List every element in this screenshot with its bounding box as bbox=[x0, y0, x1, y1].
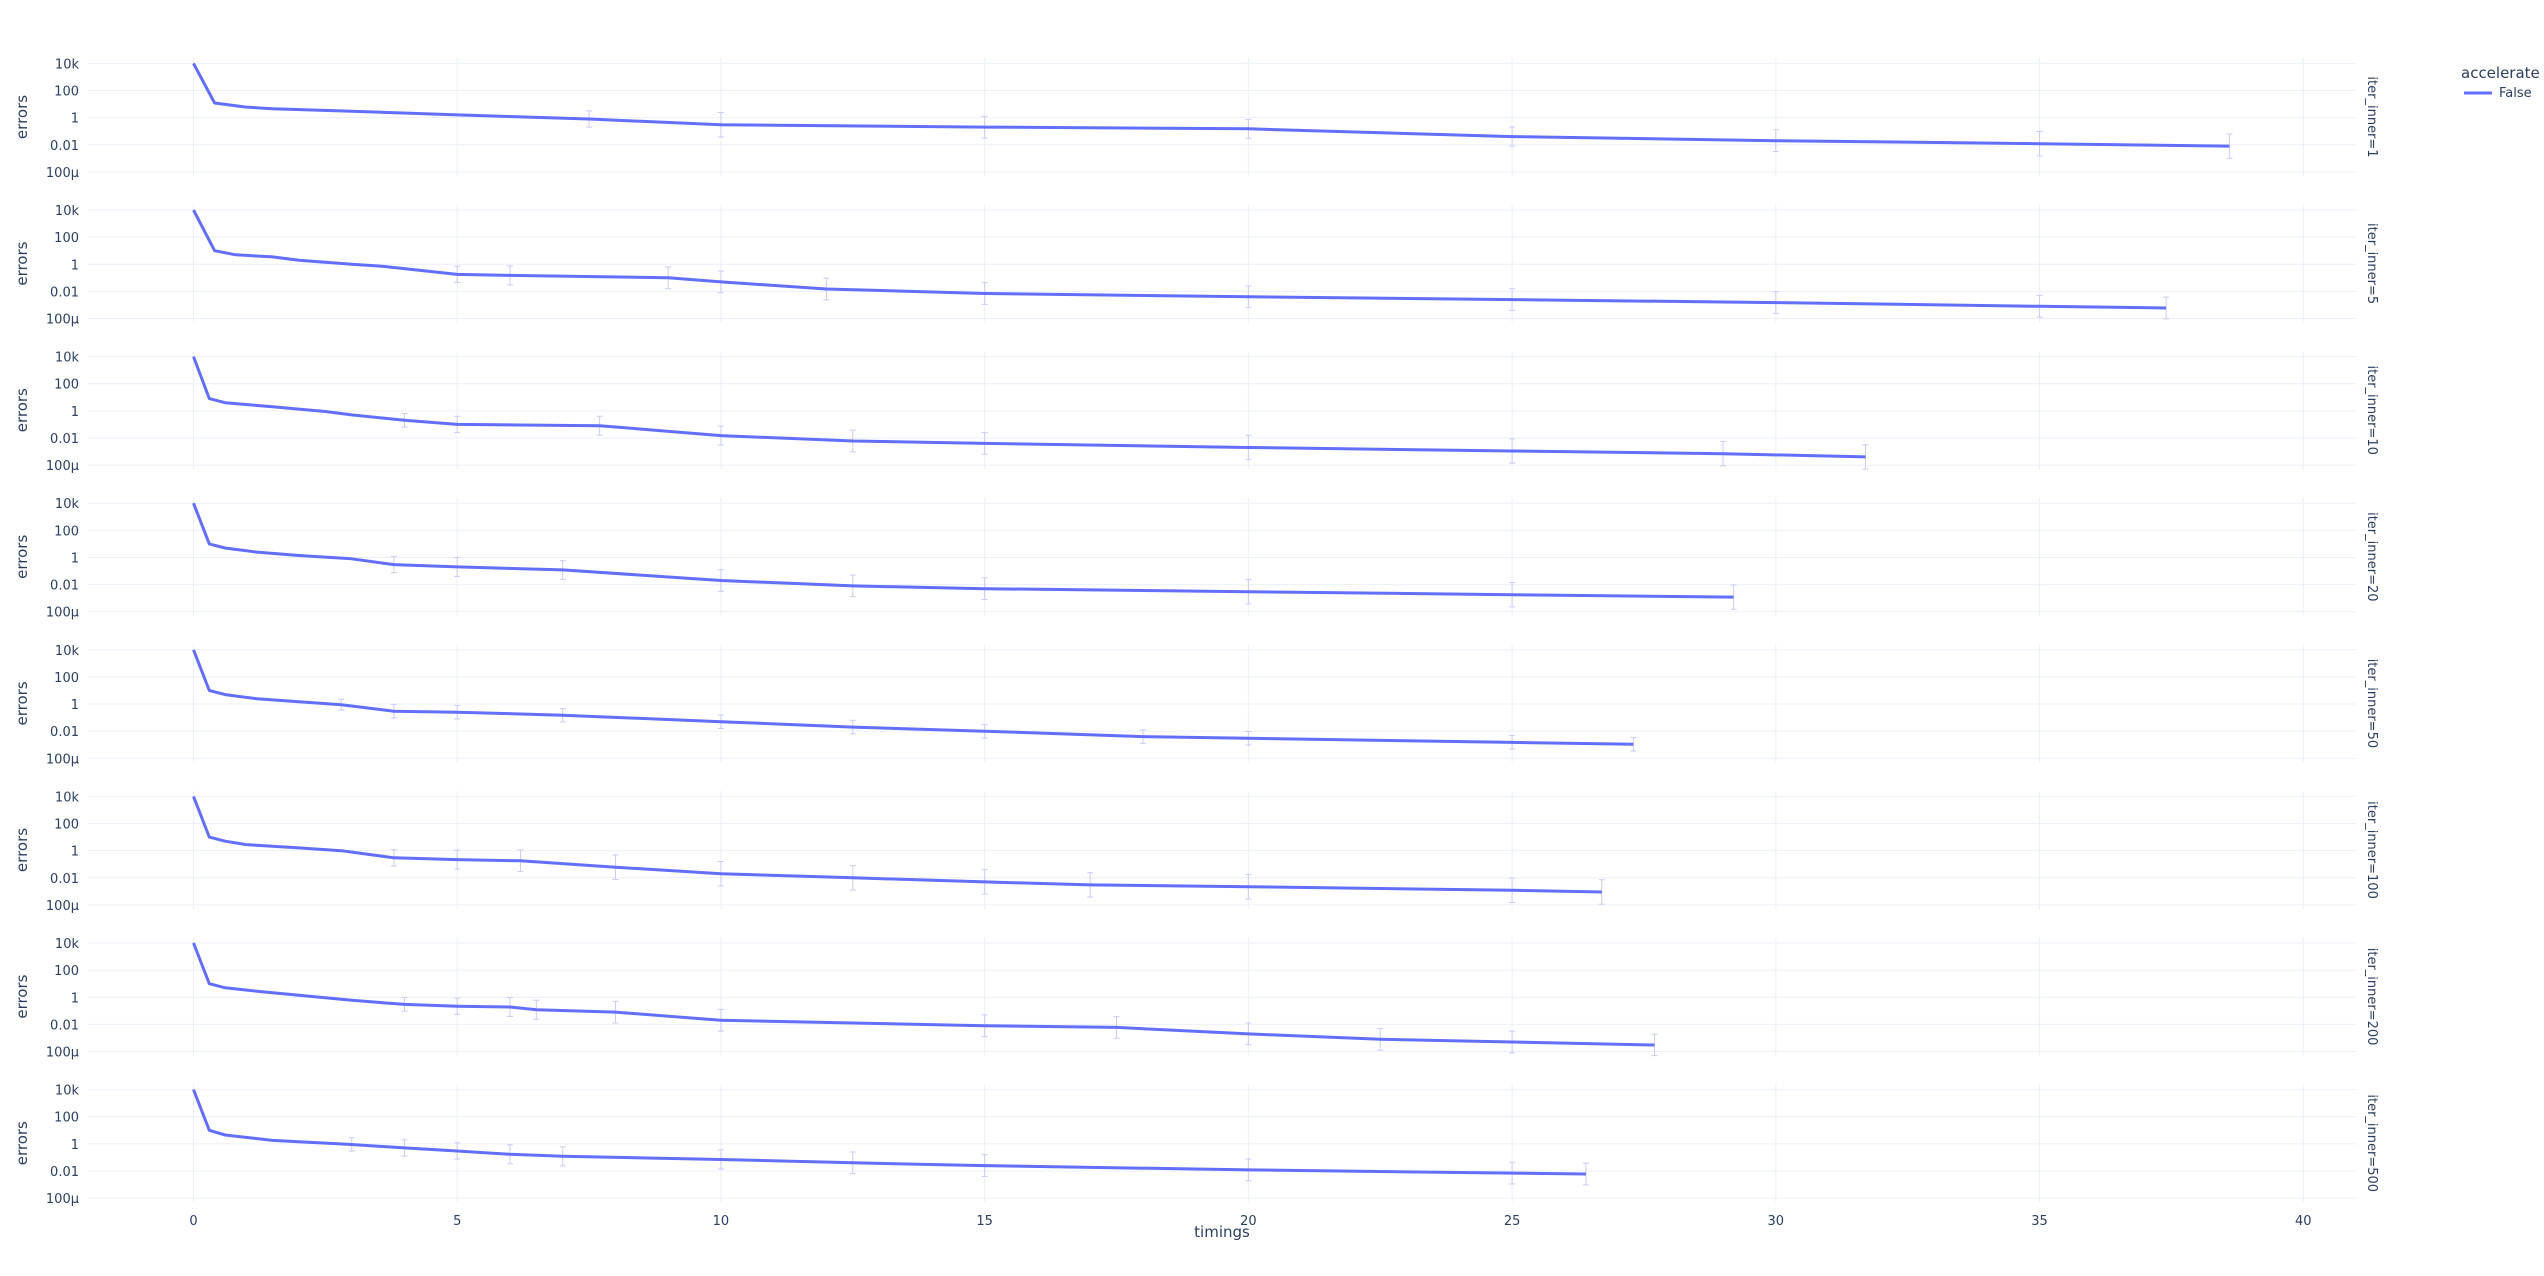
facet-label: iter_inner=10 bbox=[2364, 365, 2379, 454]
y-tick-label: 100 bbox=[54, 231, 79, 246]
series-false bbox=[192, 62, 2233, 159]
facet-panel: 10k 100 1 0.01 100μ errors iter_inner=1 bbox=[13, 57, 2379, 181]
facet-panel: 10k 100 1 0.01 100μ errors iter_inner=50 bbox=[13, 644, 2379, 768]
series-line bbox=[192, 942, 1655, 1047]
series-false bbox=[192, 209, 2170, 320]
y-tick-label: 0.01 bbox=[50, 432, 79, 447]
facet-label: iter_inner=1 bbox=[2364, 76, 2379, 157]
series-line bbox=[192, 649, 1634, 746]
y-axis-title: errors bbox=[13, 1121, 31, 1165]
facet-label: iter_inner=500 bbox=[2364, 1094, 2379, 1192]
y-tick-label: 100μ bbox=[46, 459, 79, 474]
facet-label: iter_inner=5 bbox=[2364, 223, 2379, 304]
y-tick-label: 10k bbox=[55, 497, 80, 512]
y-tick-label: 0.01 bbox=[50, 285, 79, 300]
y-tick-label: 100μ bbox=[46, 166, 79, 181]
facet-label: iter_inner=20 bbox=[2364, 512, 2379, 601]
y-tick-label: 1 bbox=[71, 1138, 79, 1153]
x-axis: 0 5 10 15 20 25 30 35 40 bbox=[189, 1214, 2311, 1229]
x-tick-label: 35 bbox=[2031, 1214, 2048, 1229]
series-line bbox=[192, 209, 2167, 310]
facet-panel: 10k 100 1 0.01 100μ errors iter_inner=500 bbox=[13, 1084, 2379, 1208]
series-false bbox=[192, 1089, 1589, 1186]
series-false bbox=[192, 502, 1737, 610]
facet-panel: 10k 100 1 0.01 100μ errors iter_inner=20 bbox=[13, 497, 2379, 621]
series-line bbox=[192, 502, 1734, 599]
y-tick-label: 10k bbox=[55, 57, 80, 72]
series-line bbox=[192, 356, 1866, 459]
y-tick-label: 100 bbox=[54, 85, 79, 100]
y-tick-label: 100 bbox=[54, 964, 79, 979]
y-tick-label: 100μ bbox=[46, 899, 79, 914]
y-tick-label: 100μ bbox=[46, 1046, 79, 1061]
y-tick-label: 10k bbox=[55, 790, 80, 805]
facet-panel: 10k 100 1 0.01 100μ errors iter_inner=10 bbox=[13, 351, 2379, 475]
facet-label: iter_inner=100 bbox=[2364, 801, 2379, 899]
y-tick-label: 10k bbox=[55, 204, 80, 219]
series-false bbox=[192, 649, 1637, 752]
y-tick-label: 1 bbox=[71, 112, 79, 127]
y-tick-label: 10k bbox=[55, 351, 80, 366]
y-tick-label: 1 bbox=[71, 991, 79, 1006]
y-tick-label: 100 bbox=[54, 1111, 79, 1126]
x-tick-label: 0 bbox=[189, 1214, 197, 1229]
y-tick-label: 0.01 bbox=[50, 579, 79, 594]
series-false bbox=[192, 942, 1658, 1057]
series-line bbox=[192, 62, 2230, 148]
y-tick-label: 1 bbox=[71, 258, 79, 273]
y-tick-label: 0.01 bbox=[50, 1018, 79, 1033]
x-tick-label: 30 bbox=[1768, 1214, 1785, 1229]
y-tick-label: 0.01 bbox=[50, 725, 79, 740]
y-tick-label: 1 bbox=[71, 845, 79, 860]
legend-item-label: False bbox=[2499, 86, 2532, 101]
legend-title: accelerate bbox=[2461, 64, 2540, 82]
y-tick-label: 100 bbox=[54, 818, 79, 833]
y-axis-title: errors bbox=[13, 95, 31, 139]
y-tick-label: 1 bbox=[71, 405, 79, 420]
facet-panel: 10k 100 1 0.01 100μ errors iter_inner=200 bbox=[13, 937, 2379, 1061]
y-tick-label: 10k bbox=[55, 1084, 80, 1099]
facet-label: iter_inner=50 bbox=[2364, 659, 2379, 748]
y-tick-label: 0.01 bbox=[50, 1165, 79, 1180]
y-tick-label: 1 bbox=[71, 698, 79, 713]
y-axis-title: errors bbox=[13, 974, 31, 1018]
series-line bbox=[192, 795, 1602, 894]
x-tick-label: 10 bbox=[713, 1214, 730, 1229]
facet-panel: 10k 100 1 0.01 100μ errors iter_inner=5 bbox=[13, 204, 2379, 328]
x-tick-label: 5 bbox=[453, 1214, 461, 1229]
x-tick-label: 25 bbox=[1504, 1214, 1521, 1229]
y-tick-label: 10k bbox=[55, 644, 80, 659]
legend[interactable]: accelerate False bbox=[2461, 64, 2540, 101]
y-tick-label: 0.01 bbox=[50, 872, 79, 887]
y-axis-title: errors bbox=[13, 828, 31, 872]
y-tick-label: 100μ bbox=[46, 606, 79, 621]
y-tick-label: 100μ bbox=[46, 313, 79, 328]
y-tick-label: 100 bbox=[54, 378, 79, 393]
series-false bbox=[192, 795, 1605, 905]
y-tick-label: 10k bbox=[55, 937, 80, 952]
x-tick-label: 40 bbox=[2295, 1214, 2312, 1229]
x-tick-label: 15 bbox=[976, 1214, 993, 1229]
series-line bbox=[192, 1089, 1586, 1176]
y-tick-label: 100μ bbox=[46, 752, 79, 767]
facet-label: iter_inner=200 bbox=[2364, 948, 2379, 1046]
y-tick-label: 1 bbox=[71, 551, 79, 566]
facet-panel: 10k 100 1 0.01 100μ errors iter_inner=100 bbox=[13, 790, 2379, 914]
y-tick-label: 0.01 bbox=[50, 139, 79, 154]
legend-item-false[interactable]: False bbox=[2464, 86, 2532, 101]
y-tick-label: 100 bbox=[54, 671, 79, 686]
x-axis-title: timings bbox=[1194, 1223, 1250, 1241]
x-tick-label: 20 bbox=[1240, 1214, 1257, 1229]
y-axis-title: errors bbox=[13, 388, 31, 432]
y-tick-label: 100 bbox=[54, 524, 79, 539]
y-axis-title: errors bbox=[13, 681, 31, 725]
y-axis-title: errors bbox=[13, 535, 31, 579]
series-false bbox=[192, 356, 1869, 470]
y-tick-label: 100μ bbox=[46, 1192, 79, 1207]
y-axis-title: errors bbox=[13, 241, 31, 285]
